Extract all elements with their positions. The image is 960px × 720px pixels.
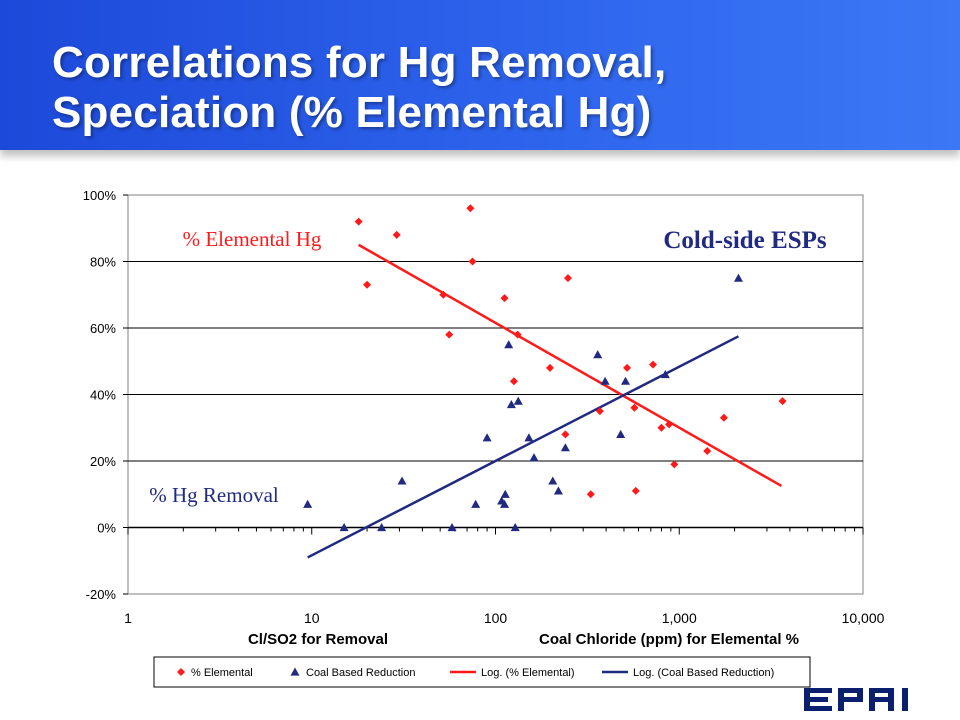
point-elemental: [466, 204, 475, 213]
legend-box: [153, 656, 811, 688]
point-elemental: [546, 363, 555, 372]
point-elemental: [509, 377, 518, 386]
point-removal: [471, 499, 481, 508]
x-tick-label: 1: [124, 610, 132, 626]
legend-marker-removal: [290, 667, 300, 676]
point-elemental: [595, 407, 604, 416]
point-removal: [447, 523, 457, 532]
point-removal: [504, 340, 514, 349]
point-removal: [377, 523, 387, 532]
annotation-elemental: % Elemental Hg: [183, 227, 322, 251]
point-elemental: [703, 447, 712, 456]
point-elemental: [631, 486, 640, 495]
chart-title: Cold-side ESPs: [663, 227, 827, 254]
point-elemental: [354, 217, 363, 226]
epri-logo-mark: [804, 688, 908, 711]
x-tick-label: 10: [304, 610, 320, 626]
legend-marker-elemental: [177, 668, 185, 676]
point-elemental: [778, 397, 787, 406]
point-elemental: [623, 363, 632, 372]
point-removal: [397, 476, 407, 485]
y-tick-label: 80%: [90, 255, 116, 270]
y-tick-label: 60%: [90, 321, 116, 336]
point-removal: [621, 376, 631, 385]
x-tick-label: 1,000: [662, 610, 697, 626]
trendline-elemental: [358, 243, 783, 488]
y-tick-label: 100%: [83, 188, 117, 203]
point-elemental: [670, 460, 679, 469]
point-removal: [339, 523, 349, 532]
title-banner: [0, 0, 960, 150]
trendline-removal: [307, 335, 740, 559]
annotation-removal: % Hg Removal: [149, 483, 279, 507]
point-elemental: [657, 423, 666, 432]
point-elemental: [500, 294, 509, 303]
legend-label-trend-elemental: Log. (% Elemental): [481, 667, 575, 679]
point-elemental: [392, 230, 401, 239]
point-elemental: [363, 280, 372, 289]
point-removal: [513, 396, 523, 405]
slide-title: Correlations for Hg Removal, Speciation …: [52, 38, 666, 138]
point-elemental: [445, 330, 454, 339]
point-elemental: [561, 430, 570, 439]
point-elemental: [665, 420, 674, 429]
y-tick-label: 20%: [90, 454, 116, 469]
y-tick-label: -20%: [86, 587, 117, 602]
point-removal: [548, 476, 558, 485]
point-removal: [560, 443, 570, 452]
point-removal: [510, 523, 520, 532]
point-removal: [600, 376, 610, 385]
x-axis-label-elemental: Coal Chloride (ppm) for Elemental %: [539, 631, 799, 648]
legend-label-trend-removal: Log. (Coal Based Reduction): [633, 667, 774, 679]
point-removal: [303, 499, 313, 508]
x-axis-label-removal: Cl/SO2 for Removal: [248, 631, 388, 648]
legend-label-removal: Coal Based Reduction: [306, 667, 415, 679]
legend-label-elemental: % Elemental: [191, 667, 253, 679]
slide-title-line-2: Speciation (% Elemental Hg): [52, 88, 652, 137]
x-tick-label: 10,000: [842, 610, 885, 626]
point-removal: [733, 273, 743, 282]
point-removal: [553, 486, 563, 495]
point-removal: [593, 350, 603, 359]
point-elemental: [649, 360, 658, 369]
y-tick-label: 0%: [97, 521, 116, 536]
y-tick-label: 40%: [90, 388, 116, 403]
point-removal: [500, 489, 510, 498]
point-elemental: [563, 274, 572, 283]
point-removal: [506, 399, 516, 409]
point-removal: [529, 453, 539, 462]
point-elemental: [586, 490, 595, 499]
x-tick-label: 100: [484, 610, 508, 626]
point-elemental: [630, 403, 639, 412]
point-elemental: [439, 290, 448, 299]
point-removal: [500, 499, 510, 508]
point-removal: [660, 370, 670, 379]
point-removal: [616, 429, 626, 438]
point-elemental: [468, 257, 477, 266]
point-removal: [482, 433, 492, 442]
slide-title-line-1: Correlations for Hg Removal,: [52, 38, 667, 87]
point-elemental: [719, 413, 728, 422]
point-removal: [524, 433, 534, 442]
point-elemental: [513, 330, 522, 339]
